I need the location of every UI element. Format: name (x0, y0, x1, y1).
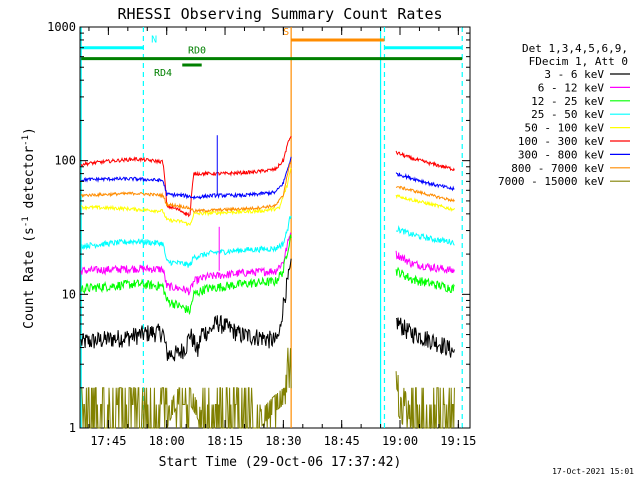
y-axis-label-sup2: -1 (21, 135, 31, 146)
y-tick-label-0: 1 (69, 421, 76, 435)
legend-label-8: 7000 - 15000 keV (498, 175, 604, 188)
y-axis-label-mid: detector (22, 146, 37, 217)
series-line-5 (80, 135, 455, 218)
series-line-8 (81, 347, 455, 429)
y-tick-label-2: 100 (54, 154, 76, 168)
x-axis-label: Start Time (29-Oct-06 17:37:42) (159, 455, 402, 470)
y-axis-label-suffix: ) (22, 127, 37, 135)
state-label-rd0: RD0 (188, 46, 206, 57)
y-axis-label-sup1: -1 (21, 216, 31, 227)
series-line-7 (80, 161, 455, 214)
y-axis-label-prefix: Count Rate (s (22, 227, 37, 329)
legend-label-1: 6 - 12 keV (538, 81, 605, 94)
state-label-s: S (283, 27, 289, 38)
state-bars: N S RD0 RD4 (81, 27, 463, 79)
legend-header-2: FDecim 1, Att 0 (529, 55, 628, 68)
x-tick-label-1: 18:00 (149, 434, 185, 448)
series-line-1 (80, 232, 455, 296)
x-tick-label-5: 19:00 (382, 434, 418, 448)
series-line-0 (80, 258, 455, 362)
x-tick-label-6: 19:15 (440, 434, 476, 448)
legend-header-1: Det 1,3,4,5,6,9, (522, 42, 628, 55)
plot-area (79, 26, 471, 429)
state-label-rd4: RD4 (154, 68, 172, 79)
legend-label-3: 25 - 50 keV (531, 108, 604, 121)
series-line-3 (80, 215, 455, 268)
legend-label-0: 3 - 6 keV (544, 68, 604, 81)
legend-label-5: 100 - 300 keV (518, 135, 604, 148)
timestamp: 17-Oct-2021 15:01 (552, 467, 634, 476)
vertical-markers (80, 27, 463, 428)
legend-label-4: 50 - 100 keV (525, 122, 605, 135)
axes: 17:45 18:00 18:15 18:30 18:45 19:00 19:15 1 10 10… (47, 20, 476, 448)
x-tick-label-2: 18:15 (207, 434, 243, 448)
legend-label-7: 800 - 7000 keV (511, 162, 604, 175)
legend-label-6: 300 - 800 keV (518, 148, 604, 161)
legend-label-2: 12 - 25 keV (531, 95, 604, 108)
chart-title: RHESSI Observing Summary Count Rates (117, 5, 442, 23)
series-line-2 (80, 234, 455, 316)
y-tick-label-1: 10 (62, 287, 76, 301)
y-tick-label-3: 1000 (47, 20, 76, 34)
x-tick-label-4: 18:45 (324, 434, 360, 448)
x-tick-label-3: 18:30 (265, 434, 301, 448)
state-label-n: N (151, 35, 157, 46)
legend: Det 1,3,4,5,6,9, FDecim 1, Att 0 3 - 6 k… (498, 42, 630, 188)
series-lines (80, 135, 455, 429)
x-tick-label-0: 17:45 (90, 434, 126, 448)
y-axis-label: Count Rate (s-1 detector-1) (21, 127, 37, 329)
series-line-6 (80, 156, 455, 201)
series-line-4 (80, 167, 455, 226)
